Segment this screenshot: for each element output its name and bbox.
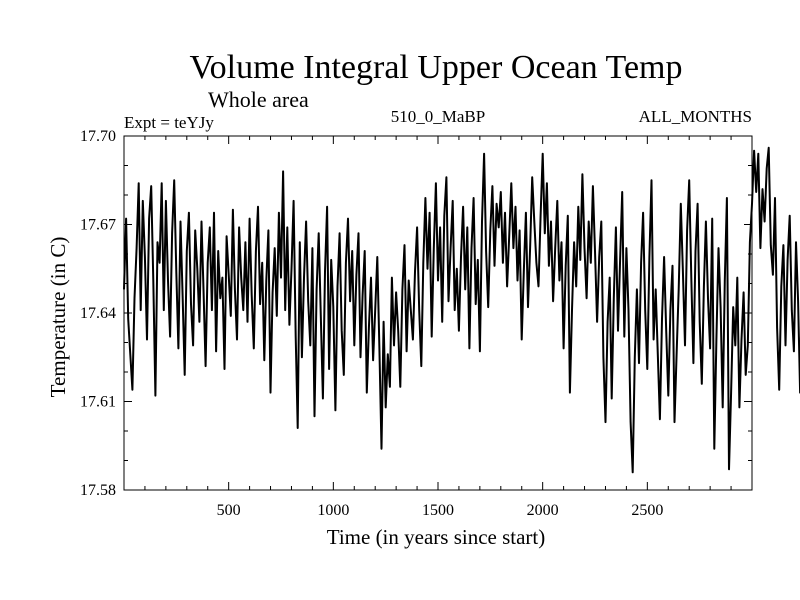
x-tick-label: 2500 <box>631 502 663 519</box>
y-tick-label: 17.58 <box>80 482 116 499</box>
y-tick-label: 17.70 <box>80 128 116 145</box>
axis-ticks <box>124 135 752 491</box>
chart-title: Volume Integral Upper Ocean Temp <box>190 49 683 86</box>
x-tick-label: 500 <box>217 502 241 519</box>
y-tick-label: 17.67 <box>80 217 116 234</box>
expt-label: Expt = teYJy <box>124 113 214 132</box>
x-tick-label: 2000 <box>527 502 559 519</box>
period-label: 510_0_MaBP <box>391 107 485 126</box>
y-tick-label: 17.61 <box>80 394 116 411</box>
temperature-series-line <box>123 146 800 474</box>
chart-subtitle: Whole area <box>208 87 309 112</box>
plot-frame <box>123 135 753 491</box>
y-axis-title: Temperature (in C) <box>46 237 70 398</box>
x-axis-title: Time (in years since start) <box>327 525 546 549</box>
y-axis-tick-labels: 17.58 17.61 17.64 17.67 17.70 <box>80 128 116 499</box>
x-tick-label: 1500 <box>422 502 454 519</box>
x-axis-tick-labels: 500 1000 1500 2000 2500 <box>217 502 664 519</box>
x-tick-label: 1000 <box>317 502 349 519</box>
months-label: ALL_MONTHS <box>639 107 752 126</box>
y-tick-label: 17.64 <box>80 305 116 322</box>
